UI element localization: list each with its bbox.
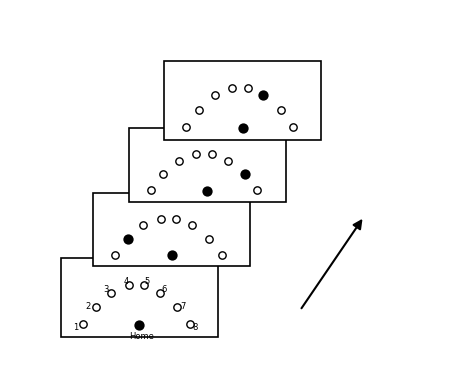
Point [195, 107, 202, 113]
Text: 3: 3 [103, 285, 108, 294]
Point [111, 252, 118, 258]
Point [92, 304, 99, 310]
Point [205, 235, 213, 241]
Point [228, 85, 235, 91]
Point [172, 215, 179, 222]
Bar [129, 128, 285, 202]
Point [107, 290, 115, 296]
Text: 7: 7 [180, 303, 185, 311]
Point [241, 171, 248, 177]
Point [243, 85, 251, 91]
Point [276, 107, 284, 113]
Text: 5: 5 [144, 277, 149, 285]
Text: 8: 8 [192, 323, 198, 332]
Text: 4: 4 [123, 277, 129, 285]
Point [135, 322, 143, 328]
Point [208, 151, 215, 157]
Text: Home: Home [129, 332, 153, 341]
Bar [164, 60, 320, 140]
Point [192, 151, 200, 157]
Text: 1: 1 [73, 323, 78, 332]
Point [147, 187, 154, 193]
Point [156, 290, 163, 296]
Bar [93, 193, 250, 267]
Point [218, 252, 225, 258]
Point [79, 321, 86, 327]
Text: 2: 2 [86, 303, 91, 311]
Point [259, 92, 266, 99]
Point [182, 124, 190, 130]
Point [289, 124, 296, 130]
Point [188, 222, 195, 228]
Point [173, 304, 180, 310]
Point [159, 171, 167, 177]
Point [175, 157, 182, 163]
Point [253, 187, 261, 193]
Point [157, 215, 164, 222]
Point [239, 125, 246, 131]
Text: 6: 6 [162, 285, 167, 294]
Point [140, 282, 147, 288]
Point [168, 253, 175, 259]
Point [124, 282, 132, 288]
Point [140, 222, 147, 228]
Point [185, 321, 193, 327]
Point [124, 235, 131, 241]
Point [203, 188, 211, 194]
Point [211, 92, 218, 99]
Point [224, 157, 231, 163]
Bar [61, 257, 218, 337]
